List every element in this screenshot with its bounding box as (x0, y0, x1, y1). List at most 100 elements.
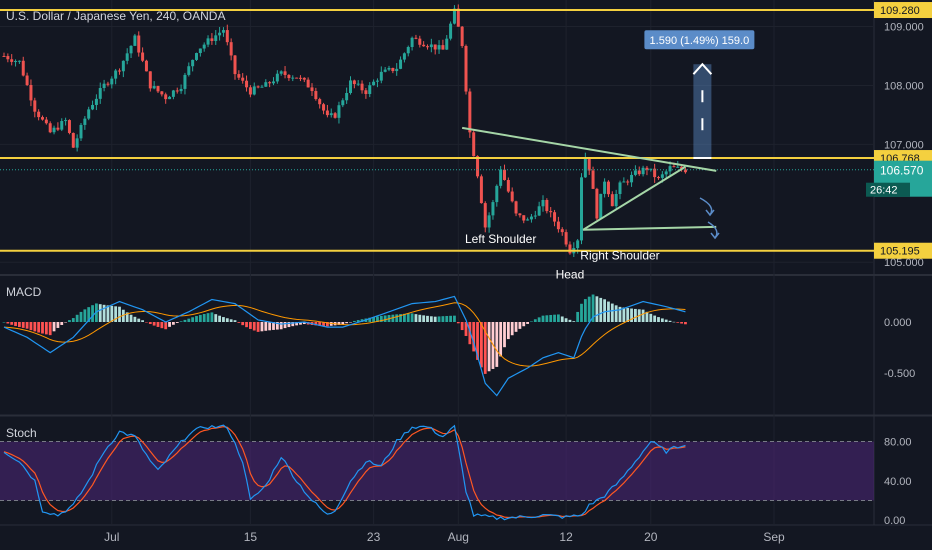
macd-histogram-bar (583, 299, 587, 322)
macd-histogram-bar (256, 322, 260, 332)
candle (245, 80, 249, 88)
candle (221, 30, 225, 33)
macd-line (3, 295, 686, 397)
macd-histogram-bar (264, 322, 268, 331)
candle (503, 169, 506, 181)
candle (279, 71, 283, 74)
macd-histogram-bar (322, 322, 325, 327)
macd-histogram-bar (268, 322, 272, 331)
macd-histogram-bar (510, 322, 514, 336)
candle (272, 81, 275, 84)
candle (37, 111, 41, 118)
macd-histogram-bar (456, 322, 460, 324)
candle (195, 53, 198, 60)
macd-histogram-bar (202, 313, 206, 322)
macd-histogram-bar (191, 317, 195, 322)
macd-histogram-bar (110, 305, 114, 322)
price-tick-label: 107.000 (884, 139, 924, 151)
macd-histogram-bar (214, 314, 218, 322)
price-pane[interactable]: 1.590 (1.49%) 159.0 Left Shoulder Right Sh… (0, 4, 874, 282)
macd-histogram-bar (241, 322, 245, 326)
candle (668, 166, 672, 172)
candle (118, 70, 121, 72)
candle (191, 59, 195, 67)
macd-histogram-bar (168, 322, 171, 327)
macd-histogram-bar (279, 322, 283, 330)
macd-histogram-bar (553, 314, 556, 322)
candle (564, 232, 568, 245)
macd-histogram-bar (156, 322, 160, 327)
candle (595, 188, 599, 219)
measure-range (693, 64, 712, 159)
candle (325, 110, 329, 116)
candle (356, 83, 360, 85)
macd-histogram-bar (6, 322, 10, 324)
macd-pane[interactable]: MACD (2, 285, 687, 397)
macd-histogram-bar (622, 307, 626, 322)
macd-tick-label: 0.000 (884, 317, 912, 329)
macd-histogram-bar (503, 322, 506, 348)
candle (630, 174, 634, 183)
macd-histogram-bar (483, 322, 487, 374)
stoch-pane[interactable]: Stoch (0, 424, 874, 521)
candle (333, 113, 337, 118)
macd-histogram-bar (533, 319, 537, 322)
measure-box (644, 30, 755, 50)
macd-histogram-bar (433, 316, 437, 322)
candle (114, 70, 118, 79)
candle (210, 38, 214, 41)
macd-histogram-bar (14, 322, 17, 326)
candle (657, 177, 660, 179)
price-tick-label: 108.000 (884, 80, 924, 92)
candle (406, 47, 410, 54)
time-tick-label: 23 (367, 530, 381, 544)
macd-histogram-bar (337, 322, 341, 325)
candle (71, 132, 75, 148)
stoch-tick-label: 40.00 (884, 476, 912, 488)
macd-histogram-bar (206, 313, 210, 322)
macd-histogram-bar (25, 322, 29, 329)
candle (460, 26, 464, 46)
candle (256, 86, 260, 88)
macd-histogram-bar (21, 322, 25, 328)
pattern-label: Head (556, 268, 585, 282)
macd-histogram-bar (237, 322, 241, 323)
candle (275, 73, 279, 82)
macd-histogram-bar (653, 315, 657, 322)
macd-histogram-bar (514, 322, 518, 332)
candle (514, 201, 518, 214)
candle (576, 240, 580, 249)
candle (164, 94, 168, 100)
macd-histogram-bar (422, 315, 426, 322)
current-price-label: 106.570 (880, 164, 924, 178)
measure-label: 1.590 (1.49%) 159.0 (650, 35, 750, 47)
macd-histogram-bar (587, 296, 591, 322)
macd-histogram-bar (314, 322, 318, 326)
candle (302, 77, 306, 80)
macd-histogram-bar (121, 309, 125, 322)
macd-histogram-bar (541, 315, 545, 322)
macd-histogram-bar (222, 317, 225, 322)
candle (168, 96, 172, 100)
macd-histogram-bar (152, 322, 156, 326)
candle (429, 44, 433, 48)
candle (337, 105, 341, 118)
macd-histogram-bar (172, 322, 175, 325)
candle (556, 221, 560, 230)
candle (141, 52, 145, 61)
candle (580, 177, 583, 241)
candle (553, 212, 557, 222)
candle (645, 167, 649, 170)
candle (64, 120, 68, 122)
candle (626, 181, 630, 183)
macd-histogram-bar (318, 322, 322, 326)
macd-histogram-bar (326, 322, 329, 327)
candle (218, 32, 222, 36)
macd-histogram-bar (614, 305, 618, 322)
macd-histogram-bar (506, 322, 510, 340)
candle (310, 87, 314, 92)
candle (229, 42, 233, 56)
candle (479, 176, 483, 204)
macd-histogram-bar (137, 318, 141, 322)
